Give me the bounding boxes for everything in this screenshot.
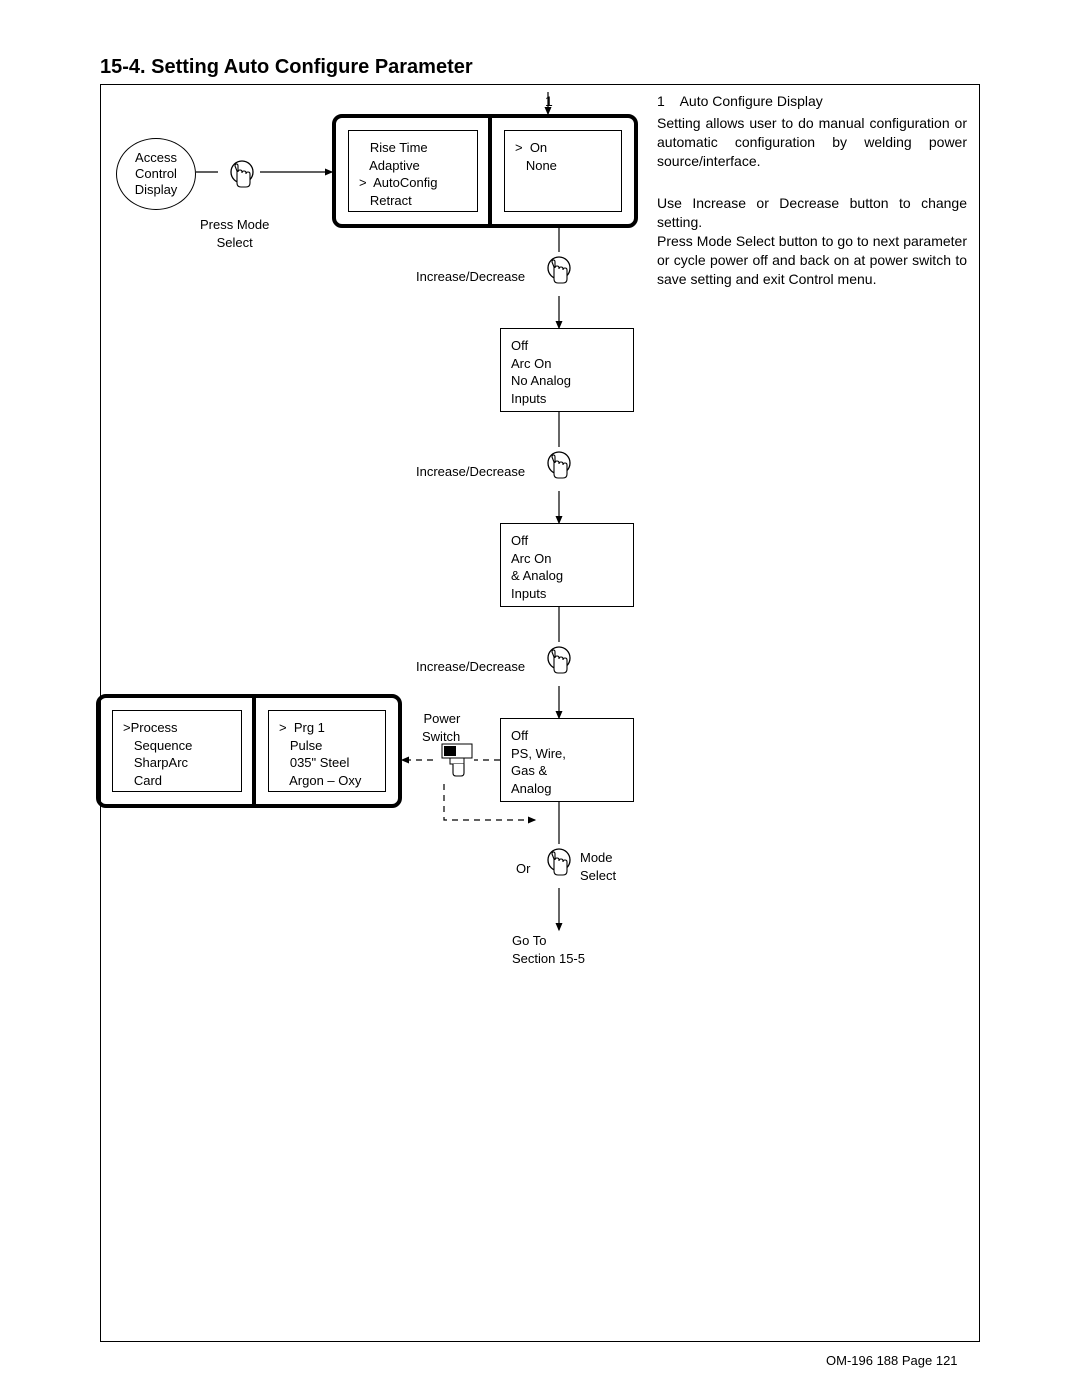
page: 15-4. Setting Auto Configure Parameter 1… [0,0,1080,1397]
diagram-svg [0,0,1080,1397]
